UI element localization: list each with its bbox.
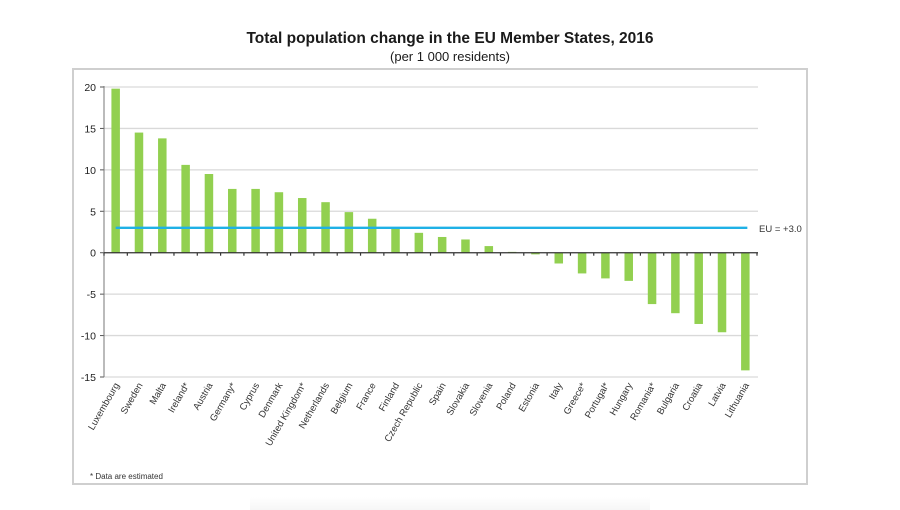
y-tick-label: 20 xyxy=(84,82,96,94)
bar-sweden xyxy=(134,132,144,253)
bar-france xyxy=(367,218,377,253)
bar-slovenia xyxy=(484,246,494,253)
bar-austria xyxy=(204,174,214,253)
bar-luxembourg xyxy=(111,88,120,253)
y-tick-label: 10 xyxy=(84,165,96,177)
eu-average-label: EU = +3.0 xyxy=(759,224,802,235)
bar-estonia xyxy=(531,252,540,255)
y-tick-label: 5 xyxy=(90,206,96,218)
bar-ireland xyxy=(181,164,190,253)
x-tick-label: Poland xyxy=(494,381,518,412)
x-tick-label: Spain xyxy=(427,381,449,408)
bar-spain xyxy=(437,236,447,253)
y-tick-label: -10 xyxy=(81,331,96,343)
x-tick-label: Bulgaria xyxy=(655,380,682,416)
y-tick-label: -5 xyxy=(87,289,96,301)
bar-italy xyxy=(554,252,564,264)
x-tick-label: Austria xyxy=(191,380,216,412)
x-tick-label: Cyprus xyxy=(238,381,263,413)
y-tick-label: 0 xyxy=(90,248,96,260)
x-tick-label: Finland xyxy=(377,381,402,413)
x-tick-label: Belgium xyxy=(329,381,356,416)
y-tick-labels: 20 15 10 5 0 -5 -10 -15 xyxy=(81,82,96,384)
bar-romania xyxy=(647,252,657,305)
x-tick-label: Slovenia xyxy=(468,380,496,418)
bar-portugal xyxy=(601,252,610,279)
bar-malta xyxy=(158,138,167,253)
bar-croatia xyxy=(694,252,703,324)
bar-hungary xyxy=(624,252,633,281)
chart-frame xyxy=(72,68,808,485)
bottom-shade xyxy=(250,497,650,510)
x-tick-label: Sweden xyxy=(119,381,146,416)
bar-latvia xyxy=(717,252,727,333)
x-tick-label: Luxembourg xyxy=(86,381,122,432)
gridlines xyxy=(104,86,758,378)
x-tick-label: Estonia xyxy=(517,380,543,414)
bar-germany xyxy=(228,188,237,253)
x-tick-label: Italy xyxy=(547,381,565,402)
bar-belgium xyxy=(344,212,354,253)
bar-finland xyxy=(391,228,400,253)
x-tick-label: Ireland* xyxy=(166,381,192,415)
chart-title: Total population change in the EU Member… xyxy=(246,30,654,47)
bar-denmark xyxy=(274,192,284,253)
bar-greece xyxy=(577,252,587,274)
y-tick-label: 15 xyxy=(84,123,96,135)
chart-subtitle: (per 1 000 residents) xyxy=(390,49,510,64)
bar-czech-republic xyxy=(414,232,424,253)
bar-united-kingdom xyxy=(297,198,307,253)
axes xyxy=(100,86,758,378)
bars xyxy=(111,88,750,371)
bar-lithuania xyxy=(741,252,750,371)
bar-slovakia xyxy=(461,239,470,253)
x-tick-label: Malta xyxy=(148,380,169,406)
y-tick-label: -15 xyxy=(81,372,96,384)
x-tick-label: Croatia xyxy=(680,380,705,413)
bar-bulgaria xyxy=(671,252,680,314)
x-tick-label: France xyxy=(354,381,378,412)
footnote: * Data are estimated xyxy=(90,472,163,481)
x-tick-label: Latvia xyxy=(706,380,729,408)
eu-reference-line: EU = +3.0 xyxy=(115,224,802,235)
bar-cyprus xyxy=(251,188,260,253)
